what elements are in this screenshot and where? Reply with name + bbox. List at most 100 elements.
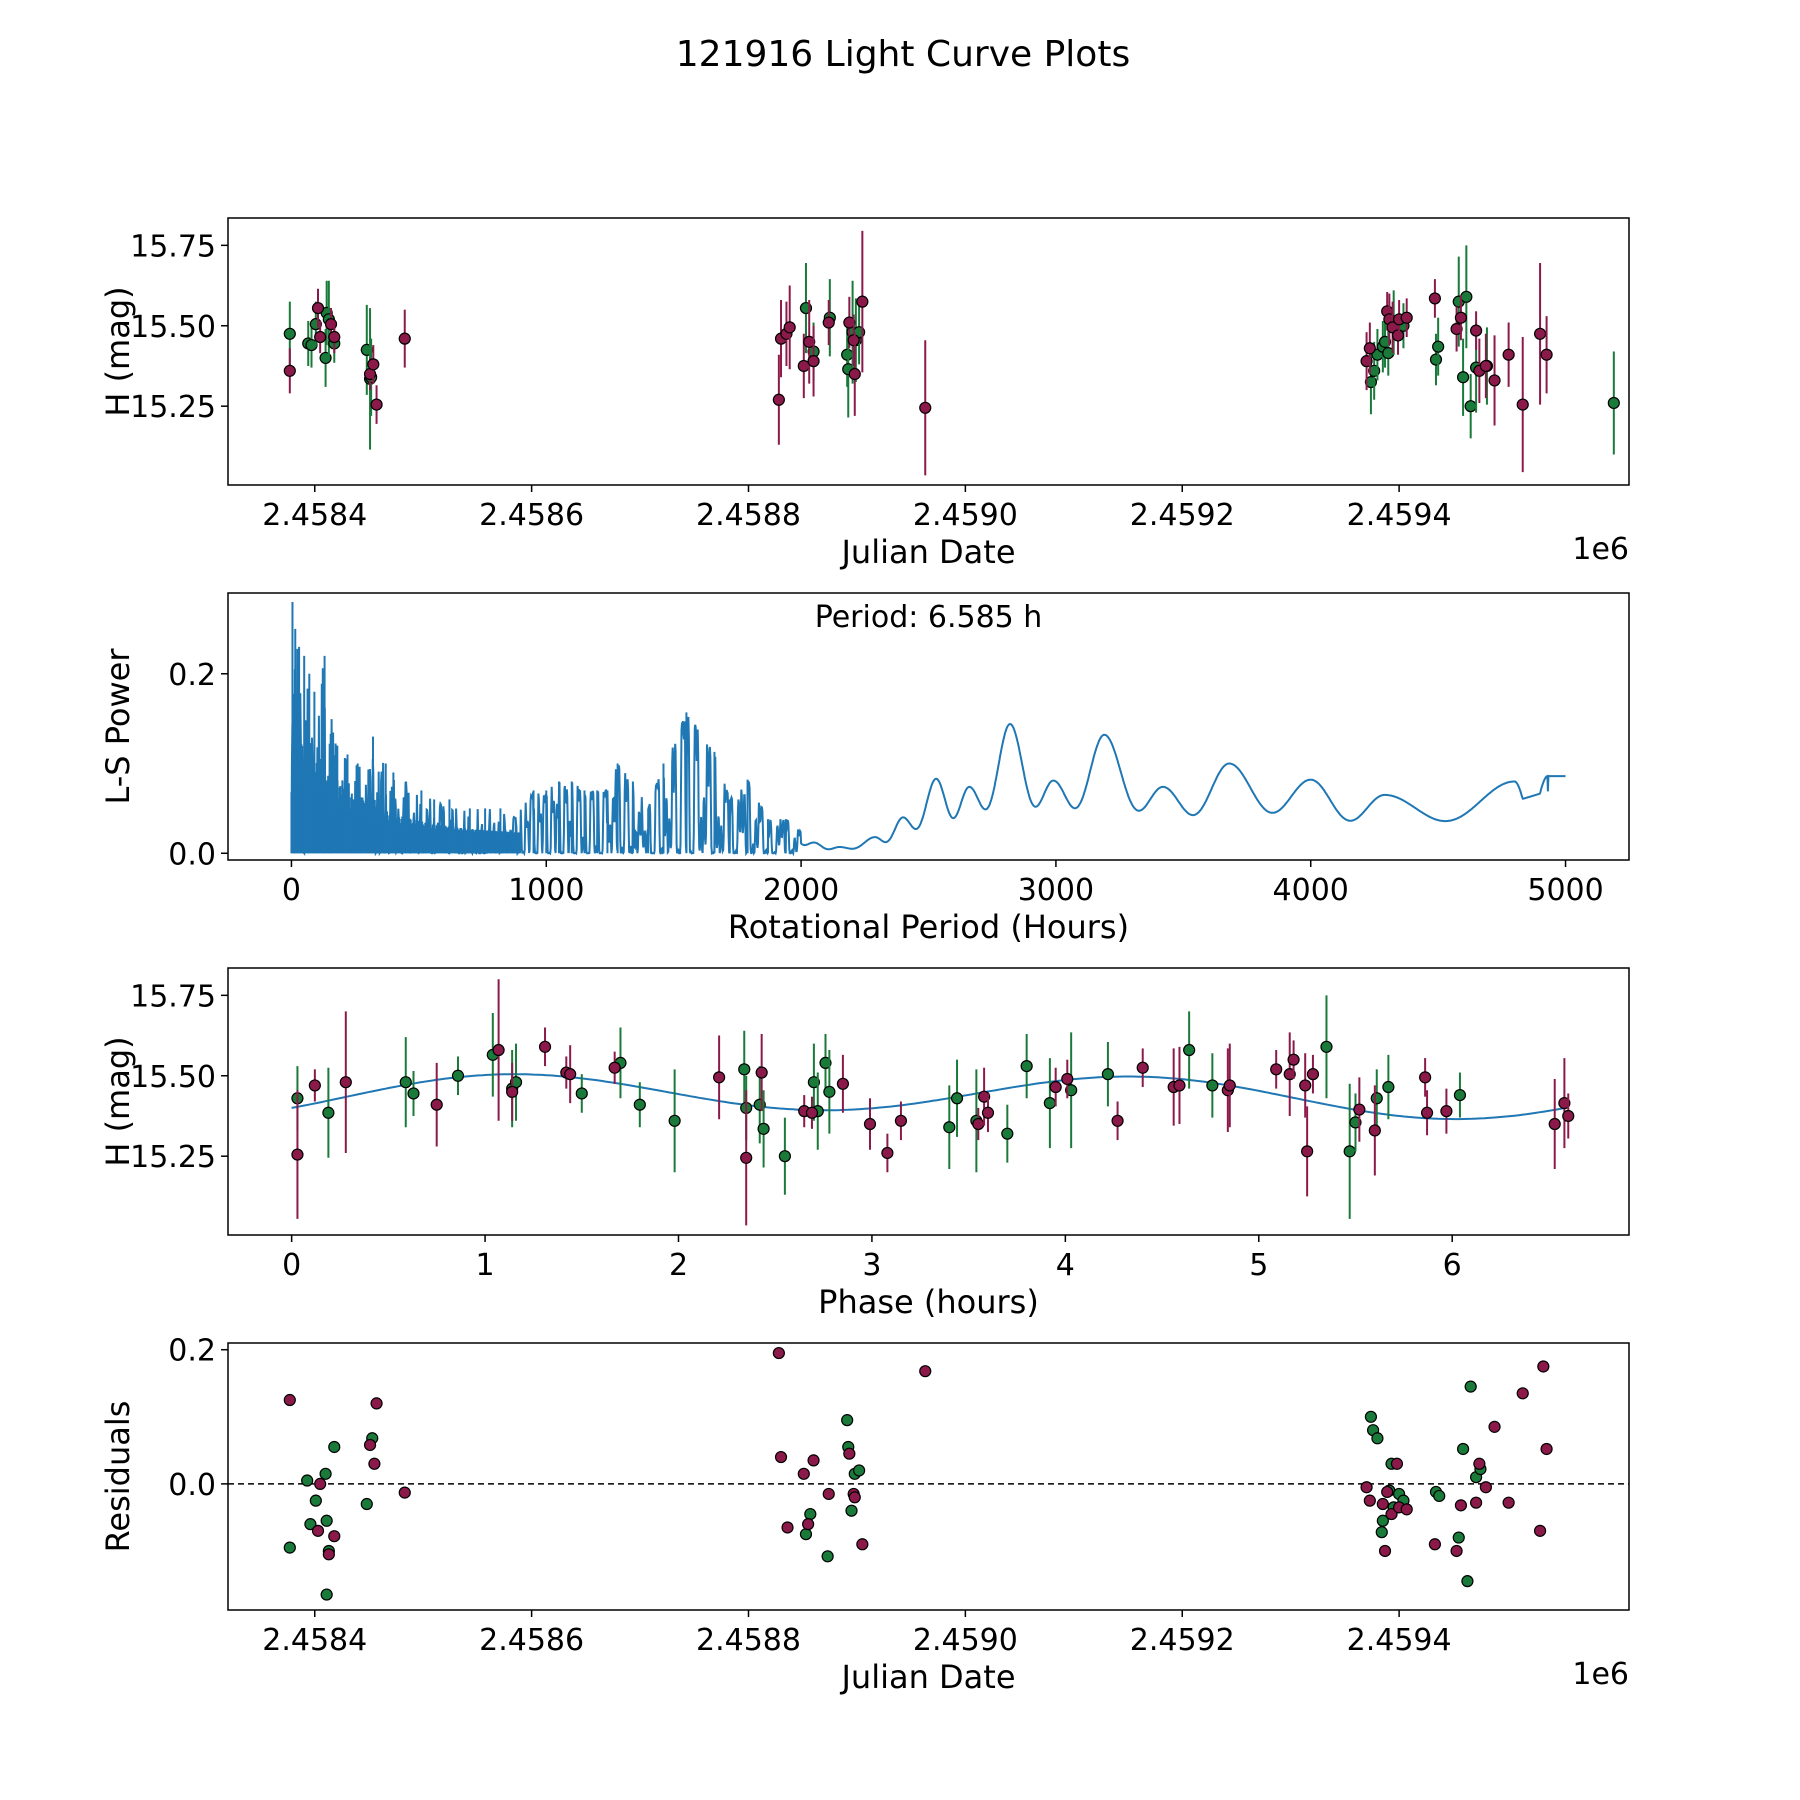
data-point-magenta: [1558, 1097, 1571, 1110]
data-point-magenta: [919, 401, 932, 414]
data-point-magenta: [430, 1098, 443, 1111]
plot-area-periodogram: [290, 601, 1566, 857]
panels: 2.4584 2.4586 2.4588 2.4590 2.4592 2.4594 15.2…: [99, 217, 1630, 1696]
y-axis-label: L-S Power: [99, 648, 137, 805]
periodogram-line: [290, 648, 1566, 857]
data-point-magenta: [1428, 1538, 1441, 1551]
data-point-magenta: [978, 1090, 991, 1103]
data-point-green: [943, 1121, 956, 1134]
data-point-magenta: [772, 1346, 785, 1360]
data-point-magenta: [981, 1106, 995, 1119]
data-point-green: [1453, 1088, 1467, 1102]
data-point-magenta: [843, 316, 856, 329]
y-tick-label: 0.0: [168, 837, 216, 872]
x-tick-label: 3000: [1018, 873, 1094, 908]
data-point-magenta: [881, 1146, 894, 1160]
data-point-magenta: [1454, 311, 1468, 324]
y-tick-label: 15.25: [130, 390, 216, 425]
data-point-magenta: [1419, 1071, 1432, 1084]
data-point-magenta: [755, 1066, 768, 1079]
axes-frame: [227, 1342, 1630, 1611]
data-point-magenta: [492, 1043, 505, 1057]
data-point-green: [1349, 1116, 1362, 1129]
y-axis-label: H (mag): [99, 286, 137, 416]
y-axis-label: H (mag): [99, 1036, 137, 1166]
data-point-magenta: [368, 1457, 381, 1470]
data-point-green: [1371, 1432, 1384, 1445]
data-point-magenta: [972, 1117, 985, 1131]
data-point-magenta: [894, 1114, 908, 1127]
data-point-green: [399, 1076, 412, 1089]
y-tick-label: 0.2: [168, 658, 216, 693]
data-point-magenta: [802, 1518, 815, 1531]
x-tick-label: 0: [282, 873, 301, 908]
x-tick-label: 6: [1443, 1248, 1462, 1283]
data-point-magenta: [363, 1438, 377, 1452]
data-point-magenta: [314, 1477, 327, 1490]
data-point-magenta: [506, 1085, 519, 1098]
data-point-magenta: [1548, 1117, 1561, 1131]
data-point-magenta: [822, 316, 835, 329]
data-point-magenta: [836, 1077, 850, 1090]
data-point-green: [1456, 371, 1470, 384]
data-point-green: [853, 1464, 866, 1477]
data-point-green: [1432, 340, 1445, 353]
y-tick-label: 0.2: [168, 1334, 216, 1369]
data-point-green: [1433, 1489, 1446, 1503]
data-point-magenta: [1488, 1420, 1501, 1433]
x-tick-label: 2.4594: [1347, 1623, 1452, 1658]
x-tick-label: 2: [669, 1248, 688, 1283]
data-point-magenta: [1049, 1080, 1062, 1094]
y-tick-label: 15.25: [130, 1140, 216, 1175]
data-point-green: [575, 1087, 588, 1100]
data-point-magenta: [1223, 1079, 1236, 1092]
x-tick-label: 2000: [763, 873, 839, 908]
x-tick-label: 0: [282, 1248, 301, 1283]
data-point-magenta: [311, 301, 325, 315]
data-point-magenta: [1270, 1063, 1283, 1076]
data-point-magenta: [807, 1454, 820, 1467]
data-point-green: [328, 1440, 341, 1454]
data-point-magenta: [608, 1061, 621, 1074]
x-axis-label: Julian Date: [839, 533, 1015, 571]
data-point-magenta: [1400, 311, 1413, 324]
y-tick-label: 15.50: [130, 310, 216, 345]
figure-title: 121916 Light Curve Plots: [676, 34, 1130, 75]
x-tick-label: 5000: [1527, 873, 1603, 908]
data-point-green: [823, 1085, 836, 1098]
x-tick-label: 2.4588: [696, 498, 801, 533]
data-point-magenta: [398, 1486, 411, 1499]
data-point-magenta: [291, 1148, 304, 1161]
data-point-green: [319, 1467, 332, 1480]
x-tick-label: 2.4586: [479, 1623, 584, 1658]
data-point-magenta: [1488, 374, 1501, 387]
data-point-magenta: [370, 398, 383, 411]
x-tick-label: 1000: [508, 873, 584, 908]
x-tick-label: 2.4584: [262, 1623, 367, 1658]
data-point-green: [1376, 1514, 1389, 1527]
data-point-magenta: [1533, 327, 1547, 340]
data-point-green: [1206, 1079, 1219, 1092]
fit-curve: [291, 1073, 1566, 1121]
data-point-magenta: [1283, 1068, 1296, 1081]
data-point-magenta: [713, 1071, 726, 1084]
y-tick-label: 15.75: [130, 979, 216, 1014]
data-point-magenta: [740, 1151, 753, 1164]
data-point-green: [1382, 1080, 1395, 1094]
data-point-green: [283, 327, 296, 340]
data-point-magenta: [283, 364, 296, 377]
data-point-green: [1464, 1380, 1477, 1393]
x-tick-label: 2.4586: [479, 498, 584, 533]
data-point-green: [1343, 1145, 1356, 1158]
data-point-magenta: [1299, 1079, 1312, 1092]
x-tick-label: 5: [1249, 1248, 1268, 1283]
data-point-magenta: [847, 334, 860, 347]
data-point-green: [305, 338, 318, 352]
data-point-magenta: [783, 321, 796, 334]
data-point-magenta: [1368, 1124, 1381, 1137]
data-point-magenta: [1562, 1109, 1575, 1123]
panel-residuals: 2.4584 2.4586 2.4588 2.4590 2.4592 2.4594 0.0 0…: [99, 1334, 1630, 1696]
data-point-magenta: [328, 330, 341, 344]
data-point-magenta: [772, 393, 785, 406]
